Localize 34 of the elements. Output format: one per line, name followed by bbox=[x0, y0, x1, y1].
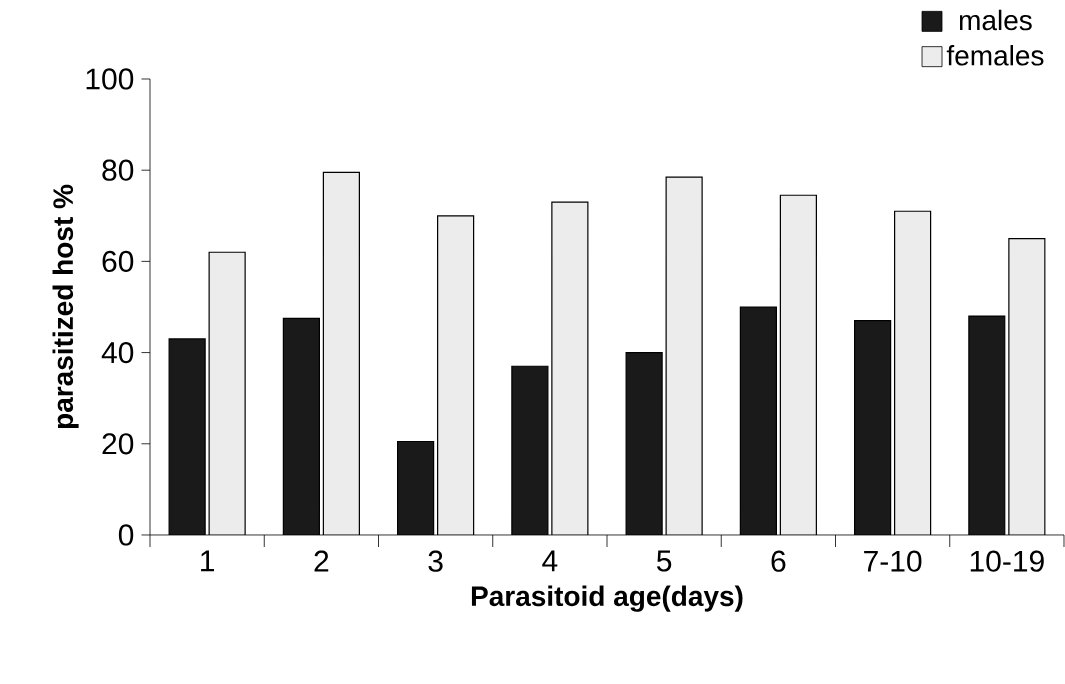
y-tick-label: 40 bbox=[101, 341, 134, 364]
bar bbox=[283, 318, 320, 535]
x-tick-label: 5 bbox=[656, 550, 672, 572]
bar bbox=[894, 211, 931, 535]
y-tick-label: 80 bbox=[102, 159, 134, 181]
bar bbox=[209, 252, 246, 535]
x-tick-label: 7-10 bbox=[864, 550, 922, 572]
x-tick-label: 10-19 bbox=[970, 550, 1044, 572]
bar bbox=[397, 441, 434, 535]
legend-label: females bbox=[946, 45, 1044, 66]
bar bbox=[780, 195, 817, 535]
bar bbox=[666, 177, 703, 535]
y-tick-label: 20 bbox=[102, 433, 134, 455]
y-tick-label: 60 bbox=[102, 250, 134, 272]
x-tick-label: 4 bbox=[542, 550, 558, 572]
bar bbox=[169, 338, 206, 535]
y-tick-label: 100 bbox=[86, 68, 134, 90]
x-tick-label: 2 bbox=[314, 550, 329, 572]
bar bbox=[968, 315, 1006, 535]
bar bbox=[437, 215, 474, 535]
x-axis-title: Parasitoid age(days) bbox=[471, 585, 743, 612]
bar bbox=[551, 202, 588, 535]
bar bbox=[323, 172, 360, 535]
bar bbox=[1008, 237, 1046, 535]
legend-label: males bbox=[959, 9, 1032, 31]
x-tick-label: 3 bbox=[428, 550, 443, 572]
bar bbox=[626, 352, 663, 535]
x-tick-label: 6 bbox=[771, 550, 786, 572]
x-tick-label: 1 bbox=[201, 550, 214, 572]
y-axis-title: parasitized host % bbox=[52, 184, 79, 429]
bar bbox=[511, 366, 548, 535]
bar bbox=[854, 320, 891, 535]
bar bbox=[740, 306, 777, 535]
y-tick-label: 0 bbox=[118, 524, 134, 546]
